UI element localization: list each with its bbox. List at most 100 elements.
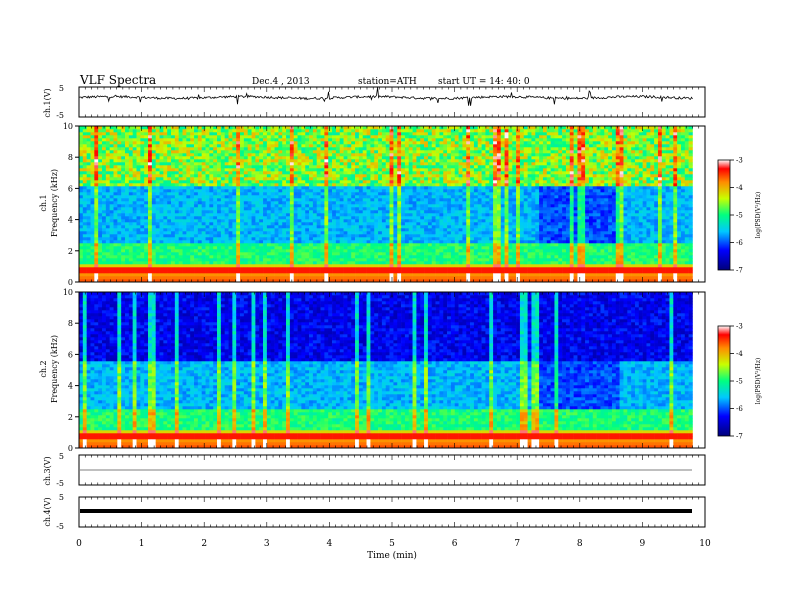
spectrogram-cell [228,264,233,268]
spectrogram-cell [136,219,141,223]
spectrogram-cell [374,147,379,151]
spectrogram-cell [217,234,222,238]
spectrogram-cell [297,198,302,202]
spectrogram-cell [312,132,318,136]
spectrogram-cell [320,210,325,214]
spectrogram-cell [132,213,137,217]
spectrogram-cell [121,234,126,238]
spectrogram-cell [347,195,352,199]
spectrogram-cell [312,267,318,271]
spectrogram-cell [297,267,302,271]
spectrogram-cell [324,225,329,229]
spectrogram-cell [286,219,291,223]
spectrogram-cell [117,174,122,178]
spectrogram-cell [332,132,337,136]
spectrogram-cell [159,171,164,175]
spectrogram-cell [247,159,252,163]
spectrogram-cell [155,216,160,220]
spectrogram-cell [378,186,383,190]
spectrogram-cell [397,201,402,205]
spectrogram-cell [263,192,268,196]
spectrogram-cell [286,267,291,271]
spectrogram-cell [98,240,103,244]
spectrogram-cell [232,186,237,190]
spectrogram-cell [301,126,306,130]
spectrogram-cell [435,186,440,190]
spectrogram-cell [412,270,417,274]
spectrogram-cell [163,213,168,217]
spectrogram-cell [335,198,341,202]
spectrogram-cell [117,255,122,259]
spectrogram-cell [90,237,95,241]
spectrogram-cell [90,153,95,157]
spectrogram-cell [301,198,306,202]
spectrogram-cell [420,159,425,163]
spectrogram-cell [205,267,210,271]
spectrogram-cell [362,168,367,172]
spectrogram-cell [224,126,229,130]
spectrogram-cell [401,189,406,193]
spectrogram-cell [305,255,310,259]
spectrogram-cell [194,138,199,142]
spectrogram-cell [232,180,237,184]
spectrogram-cell [404,150,410,154]
spectrogram-cell [79,210,84,214]
spectrogram-cell [82,216,87,220]
spectrogram-cell [278,171,283,175]
spectrogram-cell [113,264,118,268]
spectrogram-cell [416,144,421,148]
spectrogram-cell [213,249,218,253]
spectrogram-cell [148,195,153,199]
spectrogram-cell [404,204,410,208]
spectrogram-cell [190,240,195,244]
spectrogram-cell [274,234,279,238]
spectrogram-cell [167,231,172,235]
spectrogram-cell [190,270,195,274]
spectrogram-cell [289,237,295,241]
spectrogram-cell [190,279,195,283]
spectrogram-cell [201,195,206,199]
spectrogram-cell [366,186,371,190]
spectrogram-cell [389,141,394,145]
spectrogram-cell [385,252,390,256]
spectrogram-cell [132,207,137,211]
spectrogram-cell [117,279,122,283]
spectrogram-cell [128,234,133,238]
spectrogram-cell [443,273,448,277]
spectrogram-cell [121,207,126,211]
spectrogram-cell [320,234,325,238]
spectrogram-cell [339,171,344,175]
spectrogram-cell [297,225,302,229]
spectrogram-cell [282,126,287,130]
spectrogram-cell [109,225,114,229]
spectrogram-cell [332,213,337,217]
spectrogram-cell [416,189,421,193]
spectrogram-cell [128,219,133,223]
spectrogram-cell [220,129,225,133]
spectrogram-cell [159,144,164,148]
spectrogram-cell [381,246,387,250]
spectrogram-cell [309,276,314,280]
spectrogram-cell [171,183,176,187]
spectrogram-cell [228,246,233,250]
spectrogram-cell [347,252,352,256]
spectrogram-cell [90,162,95,166]
spectrogram-cell [412,213,417,217]
spectrogram-cell [236,183,241,187]
spectrogram-cell [343,207,348,211]
spectrogram-cell [408,198,413,202]
spectrogram-cell [316,192,321,196]
spectrogram-cell [332,207,337,211]
spectrogram-cell [316,138,321,142]
spectrogram-cell [140,258,145,262]
spectrogram-cell [370,183,375,187]
spectrogram-cell [178,276,183,280]
spectrogram-cell [86,258,91,262]
spectrogram-cell [220,171,225,175]
spectrogram-cell [286,273,291,277]
spectrogram-cell [247,234,252,238]
spectrogram-cell [182,147,187,151]
spectrogram-cell [197,153,202,157]
spectrogram-cell [128,237,133,241]
spectrogram-cell [209,150,214,154]
